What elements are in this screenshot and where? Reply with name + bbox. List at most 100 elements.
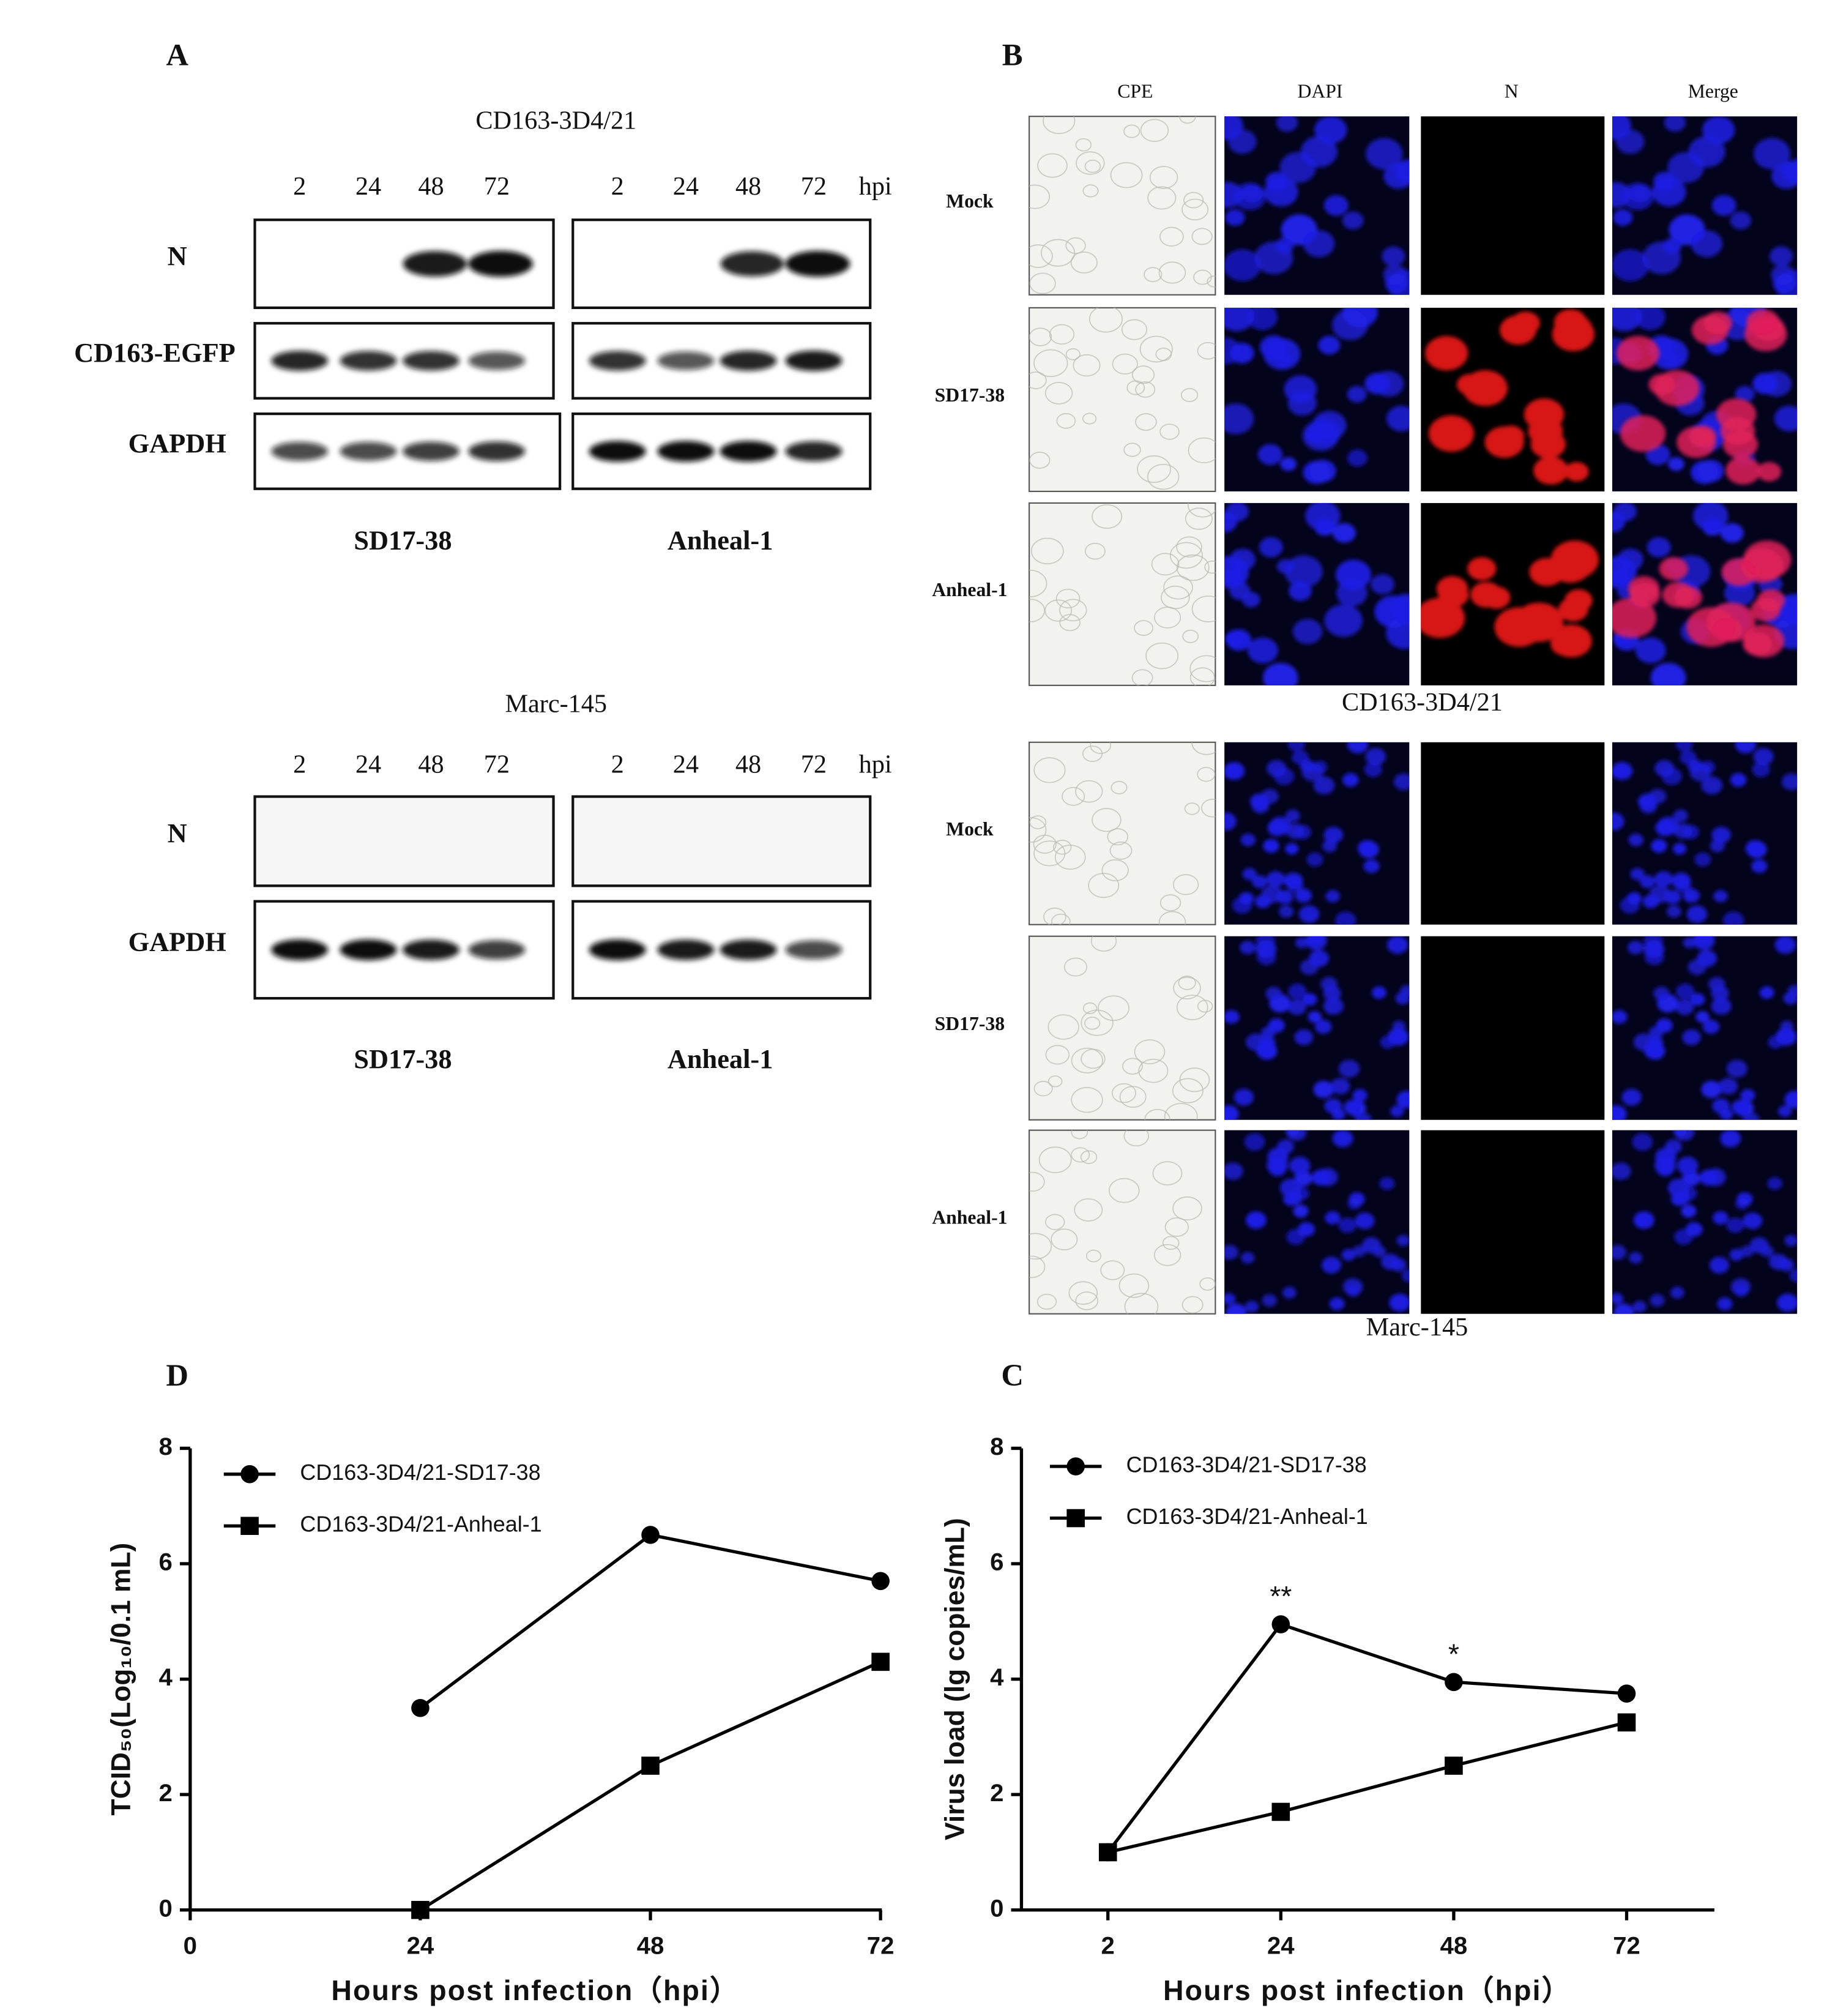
cell-outline bbox=[1172, 1078, 1204, 1103]
nucleus bbox=[1777, 1293, 1798, 1312]
cell-outline bbox=[1138, 1058, 1169, 1083]
lane-label: 2 bbox=[293, 750, 306, 779]
nucleus bbox=[1711, 826, 1731, 843]
cell-outline bbox=[1092, 504, 1123, 529]
blot-bands bbox=[403, 250, 533, 277]
band bbox=[720, 939, 777, 960]
nucleus bbox=[1229, 548, 1256, 571]
nucleus bbox=[1621, 1089, 1642, 1106]
n-signal bbox=[1703, 312, 1732, 335]
nucleus bbox=[1638, 793, 1657, 810]
legend-label: CD163-3D4/21-SD17-38 bbox=[1126, 1452, 1367, 1477]
nucleus bbox=[1224, 249, 1262, 282]
nucleus bbox=[1267, 760, 1287, 777]
cell-outline bbox=[1121, 319, 1148, 340]
nucleus bbox=[1224, 337, 1241, 365]
band bbox=[468, 250, 533, 277]
nucleus bbox=[1769, 246, 1793, 266]
cell-outline bbox=[1045, 1045, 1070, 1065]
band bbox=[340, 351, 397, 371]
row-label: SD17-38 bbox=[935, 384, 1005, 406]
cell-outline bbox=[1033, 757, 1066, 783]
marker bbox=[1098, 1843, 1117, 1862]
micrograph bbox=[1029, 502, 1216, 686]
cell-outline bbox=[1201, 799, 1216, 818]
nucleus bbox=[1743, 1212, 1763, 1230]
nucleus bbox=[1323, 997, 1344, 1015]
micrograph bbox=[1029, 116, 1216, 296]
cell-outline bbox=[1071, 1047, 1103, 1073]
lane-label: 2 bbox=[611, 750, 624, 779]
nucleus bbox=[1753, 748, 1774, 766]
nucleus bbox=[1224, 182, 1243, 208]
group-caption: CD163-3D4/21 bbox=[1342, 688, 1503, 717]
cell-outline bbox=[1189, 667, 1215, 685]
nucleus bbox=[1279, 152, 1316, 183]
nucleus bbox=[1711, 985, 1729, 1001]
nucleus bbox=[1256, 936, 1276, 949]
n-signal bbox=[1548, 548, 1592, 583]
legend-marker bbox=[1066, 1509, 1085, 1528]
panel-label: A bbox=[166, 38, 188, 72]
nucleus bbox=[1347, 1100, 1366, 1117]
band bbox=[403, 251, 467, 277]
nucleus bbox=[1225, 630, 1245, 648]
nucleus bbox=[1712, 1098, 1730, 1114]
nucleus bbox=[1317, 1168, 1338, 1186]
nucleus bbox=[1752, 761, 1770, 777]
marker bbox=[871, 1652, 890, 1671]
nucleus bbox=[1268, 1018, 1285, 1033]
cell-outline bbox=[1029, 569, 1047, 598]
cell-outline bbox=[1029, 1255, 1046, 1279]
band bbox=[589, 441, 646, 462]
nucleus bbox=[1392, 1020, 1406, 1032]
nucleus bbox=[1628, 941, 1643, 955]
nucleus bbox=[1686, 1222, 1703, 1237]
nucleus bbox=[1349, 1192, 1365, 1206]
nucleus bbox=[1653, 171, 1676, 191]
nucleus bbox=[1667, 152, 1704, 183]
blot-bands bbox=[720, 250, 850, 277]
nucleus bbox=[1709, 1256, 1730, 1274]
series-line bbox=[1107, 1720, 1628, 1854]
cell-outline bbox=[1029, 184, 1050, 209]
nucleus bbox=[1363, 859, 1380, 873]
n-signal bbox=[1565, 589, 1593, 612]
n-signal bbox=[1467, 557, 1497, 581]
cell-outline bbox=[1161, 585, 1190, 610]
nucleus bbox=[1298, 1222, 1315, 1237]
cell-outline bbox=[1075, 1291, 1099, 1310]
lane-label: 48 bbox=[418, 750, 444, 779]
nucleus bbox=[1711, 195, 1736, 216]
legend-marker bbox=[240, 1517, 259, 1536]
cell-outline bbox=[1134, 620, 1153, 636]
nucleus bbox=[1266, 1156, 1289, 1174]
legend-label: CD163-3D4/21-Anheal-1 bbox=[300, 1512, 541, 1537]
nucleus bbox=[1673, 843, 1687, 855]
blot-bands bbox=[271, 441, 526, 461]
nucleus bbox=[1386, 406, 1410, 431]
cell-outline bbox=[1088, 873, 1120, 898]
cell-outline bbox=[1109, 1178, 1140, 1203]
cell-outline bbox=[1037, 153, 1068, 178]
nuclei bbox=[1612, 742, 1798, 925]
cell-outline bbox=[1134, 1039, 1166, 1064]
row-label: N bbox=[168, 241, 187, 271]
cell-outline bbox=[1029, 815, 1047, 829]
cell-outline bbox=[1179, 1067, 1210, 1092]
nucleus bbox=[1259, 537, 1283, 558]
x-tick-label: 48 bbox=[637, 1932, 664, 1960]
n-signal bbox=[1462, 370, 1508, 406]
nucleus bbox=[1240, 941, 1256, 955]
nucleus bbox=[1771, 264, 1795, 285]
nucleus bbox=[1759, 986, 1774, 999]
nucleus bbox=[1401, 1269, 1410, 1283]
n-signal bbox=[1629, 583, 1661, 608]
cell-outline bbox=[1135, 413, 1157, 431]
cell-outline bbox=[1159, 894, 1181, 912]
n-signal bbox=[1757, 589, 1785, 612]
panel-label: B bbox=[1002, 38, 1023, 72]
nucleus bbox=[1768, 1036, 1784, 1049]
band bbox=[785, 940, 843, 960]
cell-outline bbox=[1123, 124, 1140, 138]
